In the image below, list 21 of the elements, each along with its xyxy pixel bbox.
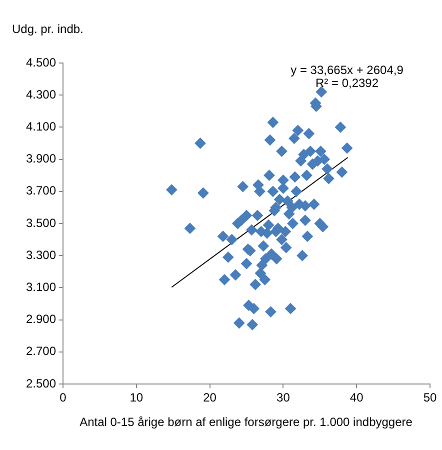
y-tick-label: 3.100 — [26, 280, 56, 294]
x-tick-label: 10 — [130, 390, 144, 405]
x-tick-label: 0 — [60, 390, 67, 405]
y-tick-label: 3.700 — [26, 184, 56, 198]
y-tick-label: 4.100 — [26, 120, 56, 134]
x-tick-label: 40 — [350, 390, 364, 405]
y-tick-label: 3.300 — [26, 248, 56, 262]
y-axis-title: Udg. pr. indb. — [12, 22, 84, 36]
x-tick-label: 30 — [276, 390, 290, 405]
x-tick-label: 50 — [423, 390, 437, 405]
y-tick-label: 3.900 — [26, 152, 56, 166]
y-tick-label: 2.900 — [26, 312, 56, 326]
x-tick-label: 20 — [203, 390, 217, 405]
y-tick-label: 4.300 — [26, 87, 56, 102]
annotation: y = 33,665x + 2604,9 — [290, 63, 404, 77]
y-tick-label: 2.700 — [26, 344, 56, 358]
x-axis-title: Antal 0-15 årige børn af enlige forsørgere pr. 1.000 indbyggere — [78, 415, 414, 429]
y-tick-label: 3.500 — [26, 216, 56, 230]
annotation: R² = 0,2392 — [315, 76, 379, 90]
y-tick-label: 4.500 — [26, 55, 56, 70]
y-tick-label: 2.500 — [26, 376, 56, 390]
